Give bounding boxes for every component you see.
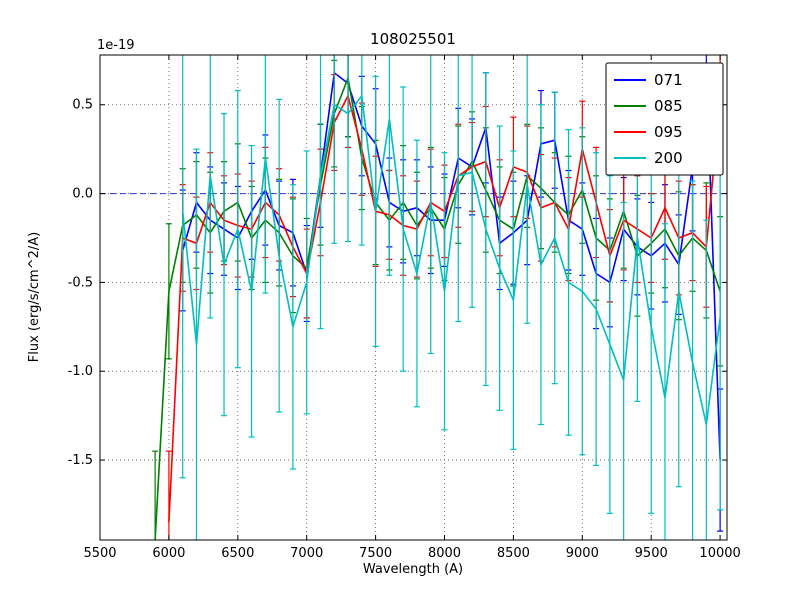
y-tick-label-4: -1.5 — [68, 453, 93, 468]
legend-entry-071: 071 — [614, 71, 683, 89]
y-axis-offset-label: 1e-19 — [97, 38, 135, 53]
x-axis-label: Wavelength (A) — [363, 562, 463, 577]
y-axis-label: Flux (erg/s/cm^2/A) — [27, 232, 42, 362]
legend-label-200: 200 — [654, 149, 683, 167]
y-tick-label-2: -0.5 — [68, 275, 93, 290]
legend-entry-095: 095 — [614, 123, 683, 141]
x-tick-label-1: 6000 — [152, 546, 185, 561]
x-tick-label-2: 6500 — [221, 546, 254, 561]
x-tick-label-5: 8000 — [428, 546, 461, 561]
legend-entry-085: 085 — [614, 97, 683, 115]
legend-entry-200: 200 — [614, 149, 683, 167]
x-tick-label-6: 8500 — [497, 546, 530, 561]
tick-labels: 5500 6000 6500 7000 7500 8000 8500 9000 9500 1000… — [68, 98, 741, 561]
x-tick-label-3: 7000 — [290, 546, 323, 561]
legend-label-095: 095 — [654, 123, 683, 141]
x-tick-label-9: 10000 — [699, 546, 740, 561]
y-tick-label-1: 0.0 — [72, 187, 93, 202]
y-tick-label-0: 0.5 — [72, 98, 93, 113]
series-200 — [179, 55, 724, 540]
series-line-200 — [181, 93, 721, 425]
x-tick-label-0: 5500 — [83, 546, 116, 561]
legend-box — [605, 62, 724, 176]
legend-label-071: 071 — [654, 71, 683, 89]
axes-spines — [99, 54, 728, 541]
tick-marks — [99, 55, 727, 540]
series-line-085 — [154, 75, 721, 540]
x-tick-label-8: 9500 — [635, 546, 668, 561]
chart-title: 108025501 — [370, 30, 456, 48]
x-tick-label-4: 7500 — [359, 546, 392, 561]
y-tick-label-3: -1.0 — [68, 364, 93, 379]
x-tick-label-7: 9000 — [566, 546, 599, 561]
legend: 071 085 095 200 — [605, 62, 724, 176]
legend-label-085: 085 — [654, 97, 683, 115]
